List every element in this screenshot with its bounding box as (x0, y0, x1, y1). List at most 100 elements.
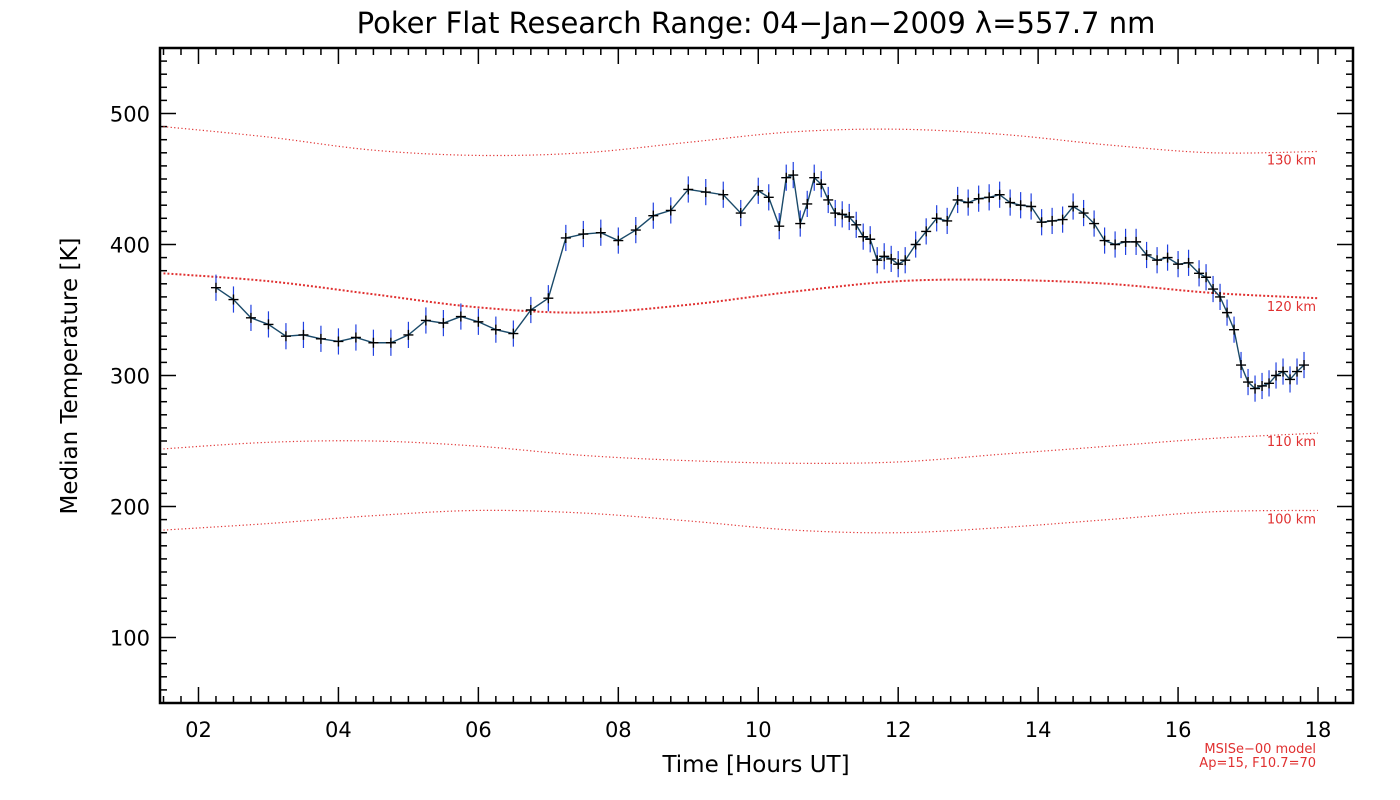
data-point (774, 221, 785, 232)
data-point (1264, 378, 1275, 389)
x-tick-label: 16 (1165, 718, 1192, 742)
data-point (578, 229, 589, 240)
data-point (228, 294, 239, 305)
x-tick-label: 06 (465, 718, 492, 742)
data-point (735, 208, 746, 219)
data-point (1201, 272, 1212, 283)
data-point (508, 328, 519, 339)
data-point (1271, 370, 1282, 381)
data-point (298, 329, 309, 340)
data-point (872, 255, 883, 266)
data-point (700, 187, 711, 198)
data-point (613, 235, 624, 246)
data-point (333, 336, 344, 347)
data-point (665, 205, 676, 216)
data-point (1257, 380, 1268, 391)
model-curve-130km (163, 126, 1319, 157)
data-point (280, 331, 291, 342)
x-tick-label: 12 (885, 718, 912, 742)
chart-title: Poker Flat Research Range: 04−Jan−2009 λ… (357, 6, 1156, 40)
data-point (315, 333, 326, 344)
model-curves: 130 km 120 km 110 km 100 km (163, 126, 1319, 534)
x-axis-label: Time [Hours UT] (661, 752, 849, 778)
model-label-100km: 100 km (1267, 512, 1316, 527)
model-note-line-2: Ap=15, F10.7=70 (1199, 756, 1316, 771)
x-axis-ticks: 02 04 06 08 10 12 14 16 18 (162, 48, 1354, 742)
data-point (1285, 374, 1296, 385)
data-point (560, 232, 571, 243)
data-point (753, 185, 764, 196)
data-point (1229, 324, 1240, 335)
data-point (1152, 255, 1163, 266)
data-point (543, 293, 554, 304)
data-point (1250, 383, 1261, 394)
data-point (844, 211, 855, 222)
data-point (1047, 215, 1058, 226)
x-tick-label: 10 (745, 718, 772, 742)
data-point (837, 209, 848, 220)
data-point (595, 227, 606, 238)
data-point (886, 253, 897, 264)
data-point (1078, 208, 1089, 219)
data-point (910, 239, 921, 250)
data-point (718, 189, 729, 200)
data-point (1089, 218, 1100, 229)
data-point (350, 332, 361, 343)
data-point (403, 329, 414, 340)
x-tick-label: 18 (1305, 718, 1332, 742)
y-axis-ticks: 100 200 300 400 500 (110, 47, 1353, 704)
y-tick-label: 500 (110, 103, 150, 127)
data-point (1236, 360, 1247, 371)
data-point (809, 172, 820, 183)
x-tick-label: 14 (1025, 718, 1052, 742)
data-point (851, 219, 862, 230)
data-point (994, 189, 1005, 200)
data-point (1110, 239, 1121, 250)
x-tick-label: 08 (605, 718, 632, 742)
data-point (984, 192, 995, 203)
data-point (630, 225, 641, 236)
data-point (1141, 249, 1152, 260)
data-point (263, 319, 274, 330)
data-point (816, 179, 827, 190)
data-point (1162, 252, 1173, 263)
data-point (973, 193, 984, 204)
data-point (1299, 360, 1310, 371)
y-tick-label: 400 (110, 234, 150, 258)
data-point (420, 315, 431, 326)
data-point (1278, 366, 1289, 377)
data-point (963, 197, 974, 208)
data-point (1131, 236, 1142, 247)
data-point (1208, 284, 1219, 295)
data-point (473, 316, 484, 327)
data-point (455, 311, 466, 322)
data-point (1292, 366, 1303, 377)
data-point (1243, 377, 1254, 388)
data-point (781, 172, 792, 183)
data-point (1183, 257, 1194, 268)
data-point (1036, 217, 1047, 228)
data-point (1099, 235, 1110, 246)
data-point (1068, 201, 1079, 212)
y-axis-label: Median Temperature [K] (57, 238, 83, 515)
data-point (1173, 259, 1184, 270)
measurement-series (210, 161, 1310, 402)
y-tick-label: 300 (110, 365, 150, 389)
model-curve-110km (163, 432, 1319, 464)
data-point (525, 305, 536, 315)
data-point (788, 170, 799, 181)
data-point (368, 337, 379, 348)
data-point (802, 198, 813, 209)
model-curve-100km (163, 509, 1319, 534)
model-label-110km: 110 km (1267, 435, 1316, 450)
data-point (942, 215, 953, 226)
data-point (900, 255, 911, 266)
temperature-line (215, 174, 1305, 390)
model-note-line-1: MSISe−00 model (1204, 742, 1316, 757)
data-point (763, 192, 774, 203)
data-point (683, 184, 694, 195)
data-point (1120, 236, 1131, 247)
data-point (1005, 197, 1016, 208)
data-point (865, 234, 876, 245)
